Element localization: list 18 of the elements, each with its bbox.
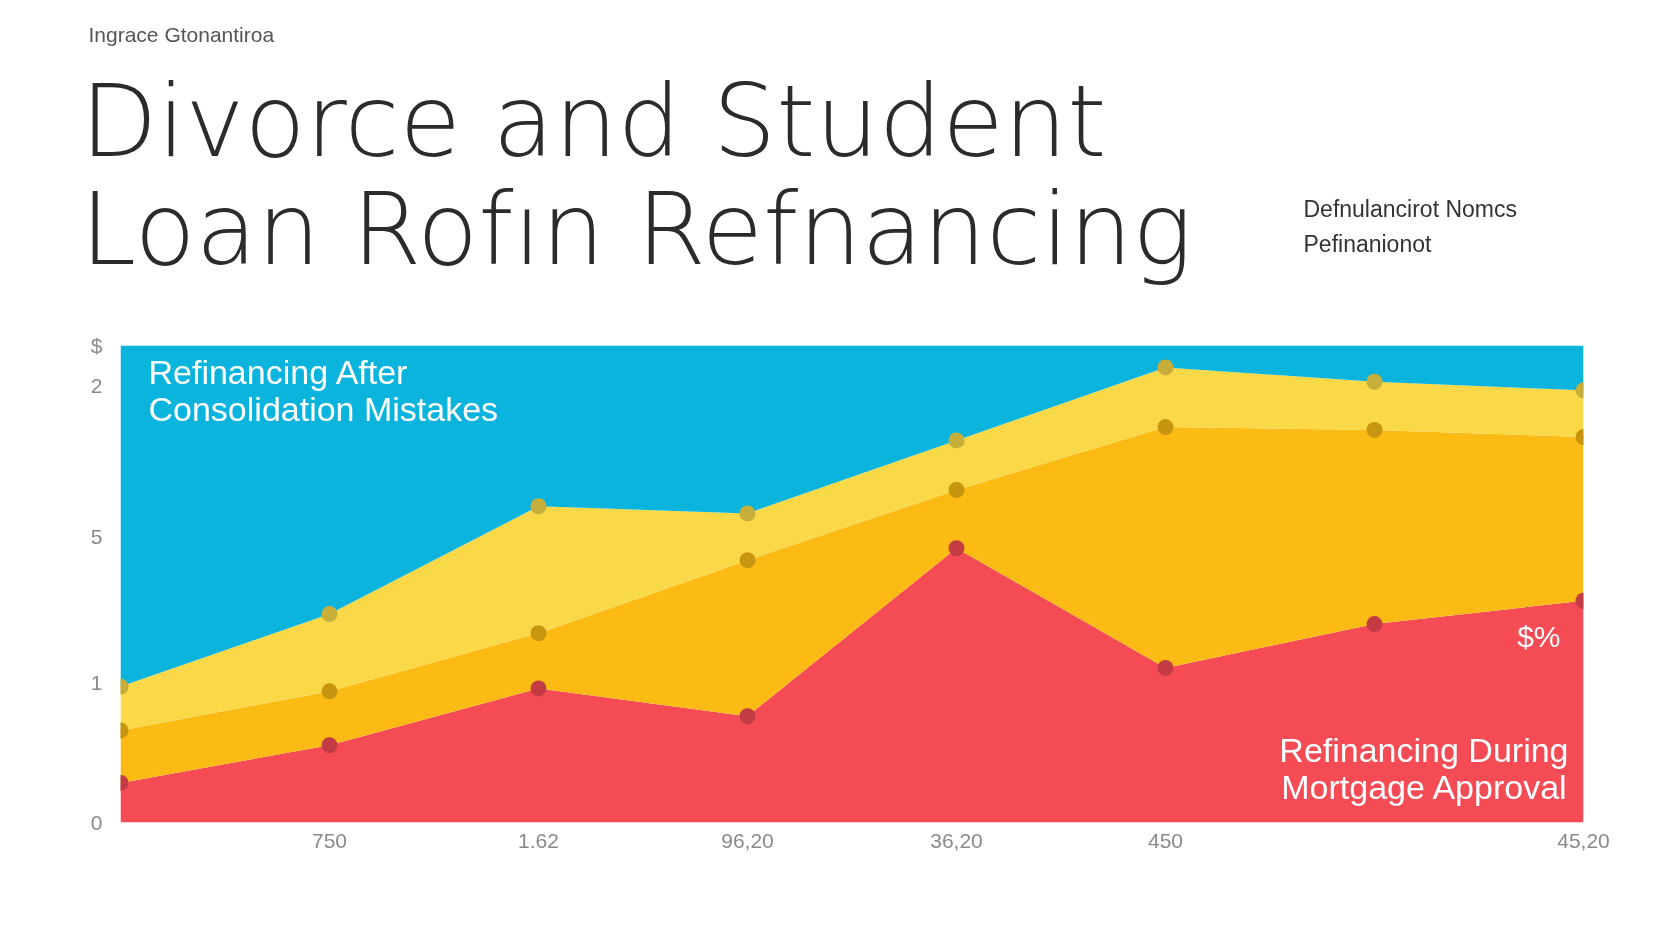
- x-tick-label: 750: [311, 828, 348, 852]
- x-tick-label: 1.62: [518, 828, 559, 852]
- chart-subtitle: Ingrace Gtonantiroa: [88, 22, 275, 46]
- x-tick-label: 45,20: [1557, 828, 1610, 852]
- x-tick-label: 96,20: [721, 828, 774, 852]
- annotation: 2: [90, 373, 103, 397]
- annotation: 0: [90, 810, 103, 834]
- annotation: Refinancing After Consolidation Mistakes: [148, 352, 499, 428]
- annotation: 1: [90, 670, 103, 694]
- x-tick-label: 450: [1147, 828, 1184, 852]
- annotation: Refinancing During Mortgage Approval: [1279, 730, 1569, 806]
- annotation: $%: [1517, 620, 1561, 653]
- text: Pefinanionot: [1303, 230, 1432, 257]
- x-tick-label: 36,20: [930, 828, 983, 852]
- annotation: 5: [90, 524, 103, 548]
- chart-title: Divorce and Student Loan Rofın Refnancing: [80, 62, 1193, 288]
- text: Defnulancirot Nomcs: [1303, 195, 1517, 222]
- annotation: $: [90, 334, 103, 357]
